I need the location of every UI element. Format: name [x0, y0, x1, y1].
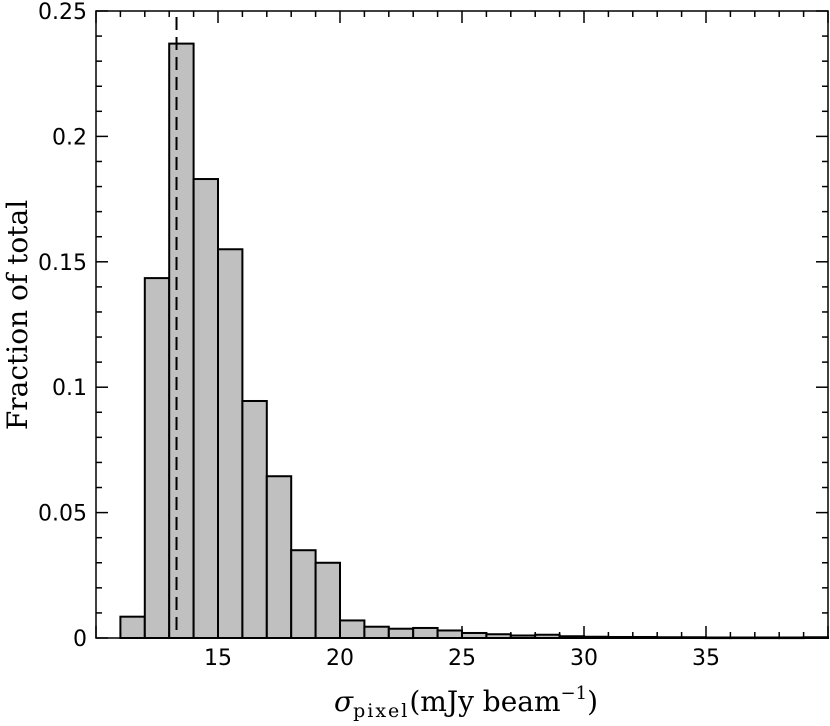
x-tick-label: 25 [448, 646, 476, 671]
x-axis-label-close: ) [587, 685, 598, 718]
histogram-bar [168, 42, 195, 639]
x-tick-label: 35 [692, 646, 720, 671]
histogram-bar [265, 475, 293, 640]
y-tick-label: 0.1 [52, 376, 87, 401]
histogram-bar [387, 627, 415, 639]
y-tick-label: 0.15 [38, 251, 87, 276]
y-axis-label: Fraction of total [1, 200, 34, 430]
histogram-bar [461, 631, 488, 640]
y-tick-label: 0.2 [52, 125, 87, 150]
histogram-bar [143, 277, 171, 639]
histogram-bar [241, 399, 268, 639]
x-axis-label-exponent: −1 [561, 683, 588, 704]
x-axis-label-symbol: σ [334, 685, 354, 718]
histogram-bar [339, 619, 366, 639]
histogram-bar [412, 626, 439, 640]
tick-labels-layer: 15 20 25 30 35 0 0.05 0.1 0.15 0.2 0.25 [38, 0, 720, 671]
histogram-bar [314, 561, 342, 640]
histogram-bar [192, 178, 220, 639]
histogram-bar [436, 629, 464, 640]
x-axis-label-unit: (mJy beam [409, 685, 560, 718]
histogram-bar [217, 248, 244, 639]
y-tick-label: 0.25 [38, 0, 87, 25]
bars-layer [119, 42, 829, 640]
x-tick-label: 15 [204, 646, 232, 671]
x-tick-label: 20 [326, 646, 354, 671]
y-tick-label: 0.05 [38, 502, 87, 527]
x-tick-label: 30 [570, 646, 598, 671]
y-tick-label: 0 [73, 627, 87, 652]
x-axis-label-subscript: pixel [353, 700, 409, 721]
x-axis-label: σpixel(mJy beam−1) [334, 683, 598, 721]
histogram-bar [119, 615, 146, 640]
histogram-bar [290, 549, 317, 639]
histogram-bar [363, 625, 390, 639]
ticks-layer [95, 10, 829, 639]
